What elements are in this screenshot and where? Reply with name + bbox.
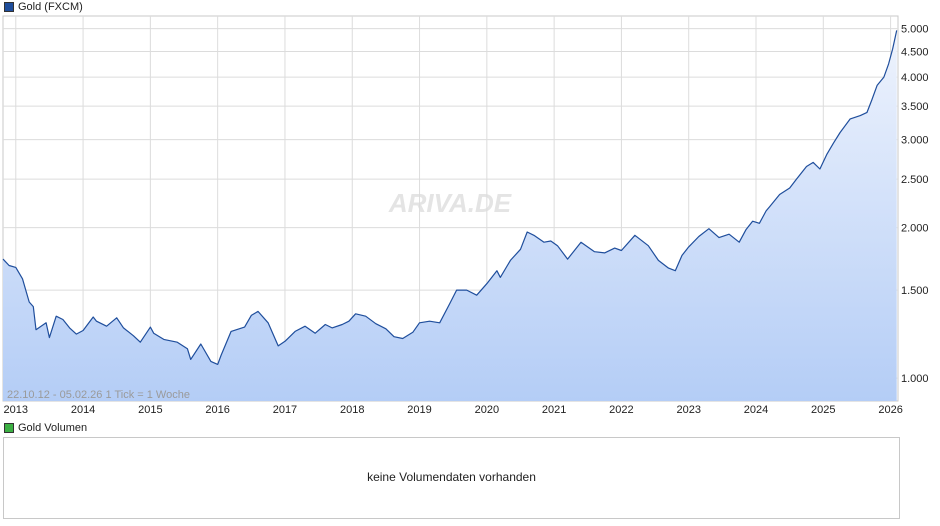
- volume-empty-message: keine Volumendaten vorhanden: [367, 470, 536, 484]
- price-chart: ARIVA.DE 1.000 1.500 2.000 2.500 3.000 3.500 4.…: [2, 15, 929, 416]
- y-tick-label: 1.000: [901, 373, 929, 385]
- y-tick-label: 4.500: [901, 47, 929, 59]
- x-tick-label: 2018: [340, 404, 364, 416]
- price-legend: Gold (FXCM): [4, 0, 83, 14]
- price-legend-swatch: [4, 2, 14, 12]
- y-tick-label: 3.500: [901, 101, 929, 113]
- x-tick-label: 2020: [475, 404, 499, 416]
- y-tick-label: 4.000: [901, 72, 929, 84]
- series-area: [3, 30, 897, 402]
- x-tick-label: 2019: [407, 404, 431, 416]
- volume-panel: keine Volumendaten vorhanden: [3, 437, 900, 519]
- x-tick-label: 2013: [4, 404, 28, 416]
- x-tick-label: 2014: [71, 404, 95, 416]
- y-tick-label: 1.500: [901, 285, 929, 297]
- price-legend-label: Gold (FXCM): [18, 1, 83, 13]
- y-tick-label: 2.000: [901, 223, 929, 235]
- range-info: 22.10.12 - 05.02.26 1 Tick = 1 Woche: [7, 389, 190, 401]
- x-tick-label: 2023: [676, 404, 700, 416]
- volume-legend-swatch: [4, 423, 14, 433]
- volume-legend: Gold Volumen: [4, 421, 87, 435]
- y-tick-label: 2.500: [901, 174, 929, 186]
- x-tick-label: 2016: [205, 404, 229, 416]
- x-tick-label: 2017: [273, 404, 297, 416]
- volume-legend-label: Gold Volumen: [18, 422, 88, 434]
- watermark: ARIVA.DE: [388, 188, 512, 218]
- series-line: [2, 30, 898, 365]
- x-tick-label: 2015: [138, 404, 162, 416]
- y-tick-label: 5.000: [901, 24, 929, 36]
- x-tick-label: 2021: [542, 404, 566, 416]
- x-tick-label: 2022: [609, 404, 633, 416]
- x-tick-label: 2025: [811, 404, 835, 416]
- y-tick-label: 3.000: [901, 135, 929, 147]
- x-tick-label: 2026: [878, 404, 902, 416]
- x-tick-label: 2024: [744, 404, 768, 416]
